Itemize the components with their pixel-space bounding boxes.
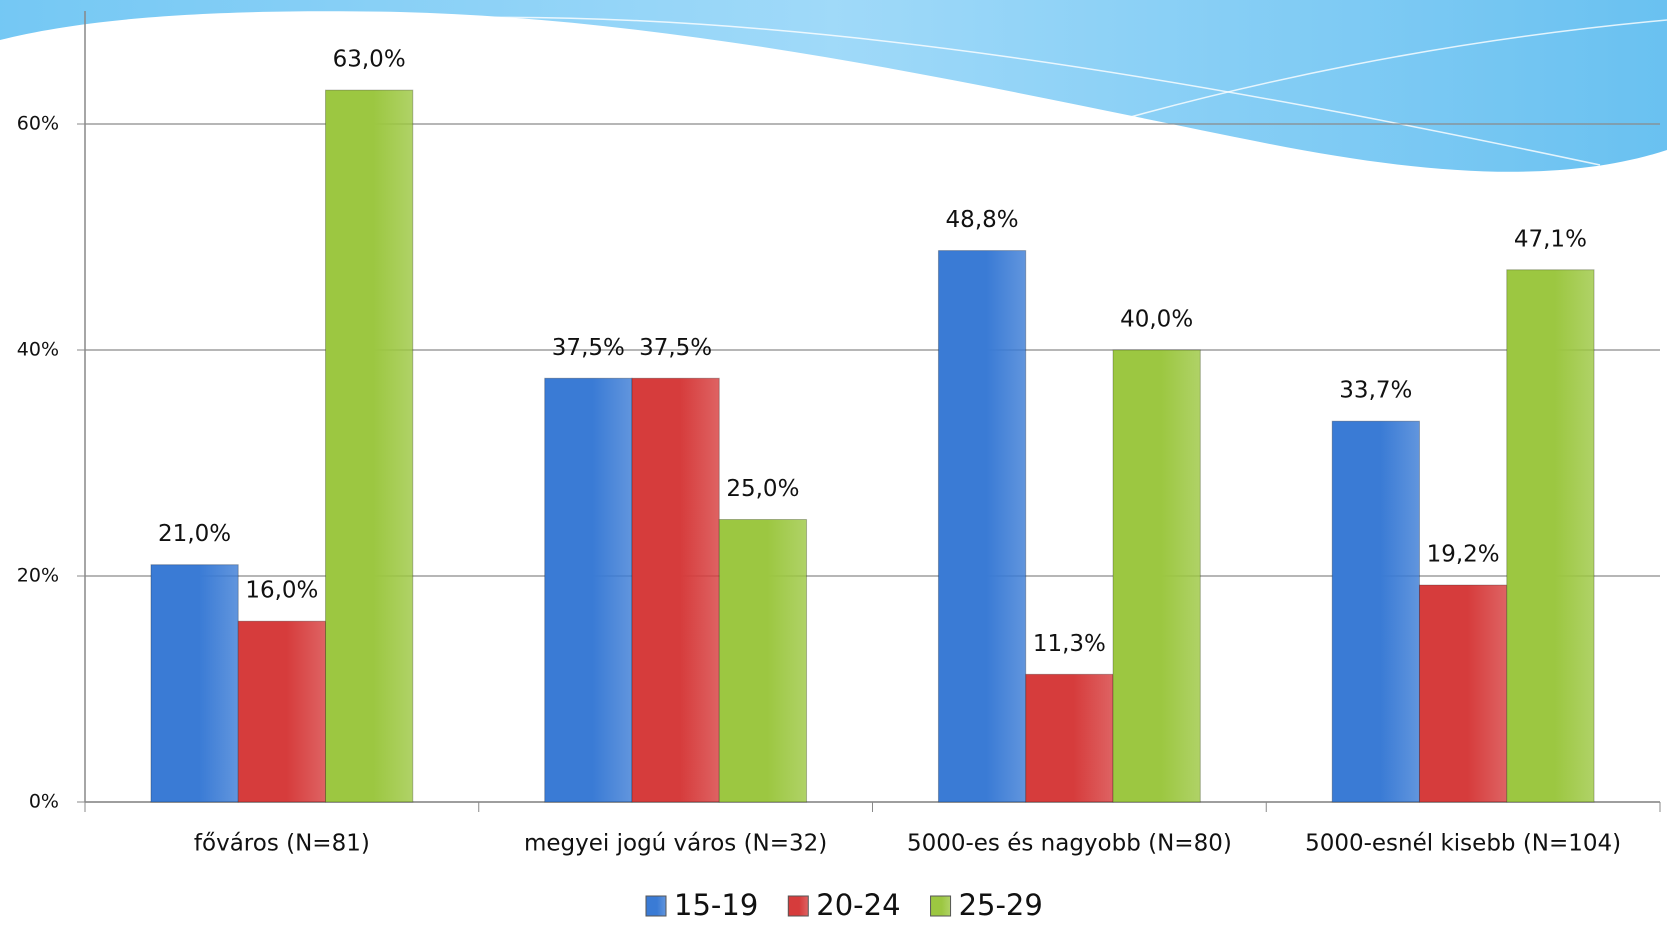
bar <box>632 378 719 802</box>
bar <box>1507 270 1594 802</box>
data-label: 63,0% <box>333 47 406 73</box>
y-tick-label: 60% <box>17 113 59 135</box>
legend-swatch <box>646 896 666 916</box>
bar <box>1026 674 1113 802</box>
legend-label: 20-24 <box>816 888 900 922</box>
legend-swatch <box>788 896 808 916</box>
x-tick-label: főváros (N=81) <box>194 831 370 857</box>
data-label: 37,5% <box>552 335 625 361</box>
chart: 0% 20% 40% 60% főváros (N=81) 21,0% 16,0% 63,0%… <box>0 0 1667 928</box>
background-wave <box>0 0 1667 172</box>
x-tick-label: 5000-esnél kisebb (N=104) <box>1305 831 1621 857</box>
y-tick-label: 20% <box>17 565 59 587</box>
bar <box>238 621 325 802</box>
bar <box>719 520 806 803</box>
legend-label: 25-29 <box>959 888 1043 922</box>
bar <box>1113 350 1200 802</box>
data-label: 47,1% <box>1514 226 1587 252</box>
bar <box>151 565 238 802</box>
legend-swatch <box>931 896 951 916</box>
x-tick-label: 5000-es és nagyobb (N=80) <box>907 831 1232 857</box>
bar <box>545 378 632 802</box>
bar <box>938 251 1025 802</box>
data-label: 11,3% <box>1033 631 1106 657</box>
data-label: 16,0% <box>245 578 318 604</box>
bar <box>1332 421 1419 802</box>
data-label: 19,2% <box>1427 542 1500 568</box>
bar <box>326 90 413 802</box>
data-label: 48,8% <box>946 207 1019 233</box>
data-label: 25,0% <box>726 476 799 502</box>
data-label: 40,0% <box>1120 307 1193 333</box>
y-tick-label: 40% <box>17 339 59 361</box>
data-label: 21,0% <box>158 521 231 547</box>
data-label: 37,5% <box>639 335 712 361</box>
data-label: 33,7% <box>1339 378 1412 404</box>
bar <box>1419 585 1506 802</box>
y-tick-label: 0% <box>29 791 59 813</box>
legend-label: 15-19 <box>674 888 758 922</box>
x-tick-label: megyei jogú város (N=32) <box>524 831 827 857</box>
